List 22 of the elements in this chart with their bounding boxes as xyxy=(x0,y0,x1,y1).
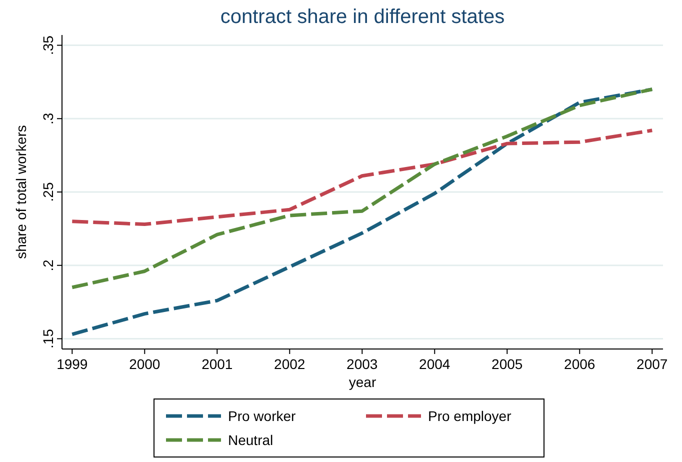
x-tick-label: 2004 xyxy=(419,356,450,372)
line-series xyxy=(70,88,654,290)
chart-title: contract share in different states xyxy=(220,6,505,28)
y-tick-label: .3 xyxy=(40,112,56,124)
x-tick-label: 2002 xyxy=(274,356,306,372)
legend-label: Neutral xyxy=(228,432,274,448)
y-tick-label: .35 xyxy=(40,35,56,56)
x-tick-label: 2003 xyxy=(346,356,378,372)
legend-label: Pro employer xyxy=(428,408,512,424)
y-tick-label: .25 xyxy=(40,182,56,202)
x-tick-label: 2007 xyxy=(636,356,668,372)
x-tick-label: 2006 xyxy=(564,356,596,372)
y-axis-title: share of total workers xyxy=(13,125,29,259)
x-axis-title: year xyxy=(348,374,376,390)
y-tick-label: .15 xyxy=(40,328,56,348)
x-tick-label: 2005 xyxy=(492,356,523,372)
x-tick-label: 1999 xyxy=(56,356,88,372)
y-tick-label: .2 xyxy=(40,259,56,272)
legend-label: Pro worker xyxy=(228,408,296,424)
line-series xyxy=(70,128,654,226)
x-tick-label: 2000 xyxy=(129,356,160,372)
x-tick-label: 2001 xyxy=(202,356,233,372)
